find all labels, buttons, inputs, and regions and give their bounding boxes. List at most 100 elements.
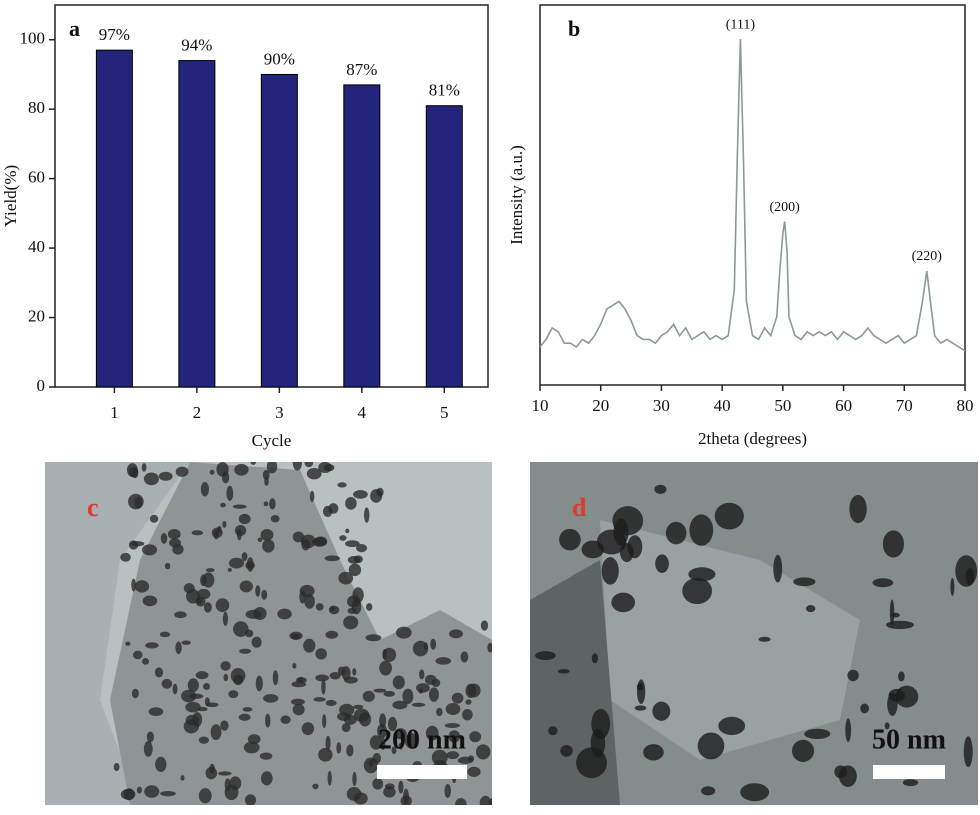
bar xyxy=(260,73,298,388)
particle xyxy=(383,786,396,798)
particle xyxy=(239,648,252,654)
x-tick-label: 10 xyxy=(532,396,549,415)
y-tick-label: 40 xyxy=(28,237,45,256)
particle xyxy=(125,641,131,646)
particle xyxy=(161,678,173,689)
particle xyxy=(412,640,429,657)
particle xyxy=(262,469,270,480)
particle xyxy=(400,795,412,805)
particle xyxy=(144,785,160,798)
particle xyxy=(889,599,895,625)
particle xyxy=(251,636,262,648)
particle xyxy=(451,692,464,704)
y-tick-label: 20 xyxy=(28,306,45,325)
particle xyxy=(963,736,973,768)
particle xyxy=(257,537,263,543)
scale-bar xyxy=(873,765,945,779)
particle xyxy=(322,714,327,729)
particle xyxy=(312,783,319,790)
particle xyxy=(120,552,131,562)
particle xyxy=(245,561,255,570)
particle xyxy=(222,521,227,528)
particle xyxy=(383,690,396,697)
particle xyxy=(377,723,387,739)
value-label: 87% xyxy=(346,60,377,79)
particle xyxy=(187,678,199,692)
particle xyxy=(448,730,461,743)
particle xyxy=(301,539,311,551)
particle xyxy=(204,697,210,707)
particle xyxy=(301,722,315,736)
particle xyxy=(372,778,384,790)
particle xyxy=(337,482,347,488)
particle xyxy=(654,484,667,494)
particle xyxy=(143,472,159,486)
peak-annotation: (111) xyxy=(726,17,756,32)
particle xyxy=(689,514,714,546)
particle xyxy=(902,779,919,787)
particle xyxy=(352,771,357,787)
particle xyxy=(191,530,204,536)
particle xyxy=(145,642,159,649)
particle xyxy=(175,466,189,477)
particle xyxy=(548,726,558,736)
particle xyxy=(226,485,234,501)
particle xyxy=(181,640,191,645)
particle xyxy=(132,468,139,479)
particle xyxy=(488,798,492,805)
x-axis-label: 2theta (degrees) xyxy=(698,429,807,448)
particle xyxy=(266,462,278,474)
x-tick-label: 80 xyxy=(957,396,974,415)
particle xyxy=(259,752,273,760)
particle xyxy=(419,669,425,680)
panel-label: a xyxy=(69,16,80,41)
particle xyxy=(128,540,139,550)
particle xyxy=(380,737,386,750)
particle xyxy=(365,634,382,642)
x-tick-label: 3 xyxy=(275,403,284,422)
micrograph-d xyxy=(530,462,978,805)
particle xyxy=(155,756,167,772)
particle xyxy=(337,666,346,676)
particle xyxy=(590,728,606,758)
particle xyxy=(353,490,368,499)
particle xyxy=(262,539,275,553)
particle xyxy=(131,578,136,592)
particle xyxy=(620,542,634,563)
x-tick-label: 2 xyxy=(193,403,202,422)
particle xyxy=(950,578,955,596)
particle xyxy=(197,707,208,712)
particle xyxy=(277,608,292,620)
particle xyxy=(435,657,452,665)
particle xyxy=(467,766,481,777)
particle xyxy=(325,699,337,707)
panel-label: b xyxy=(568,16,580,41)
particle xyxy=(241,552,248,561)
particle xyxy=(261,589,268,600)
particle xyxy=(665,521,687,545)
particle xyxy=(327,770,332,786)
particle xyxy=(148,707,164,716)
particle xyxy=(203,602,212,613)
particle xyxy=(394,728,407,740)
particle xyxy=(132,650,143,660)
x-tick-label: 1 xyxy=(110,403,119,422)
particle xyxy=(255,675,263,692)
particle xyxy=(345,528,350,534)
scale-bar xyxy=(377,765,467,779)
particle xyxy=(203,683,210,690)
particle xyxy=(180,775,185,781)
particle xyxy=(714,502,744,530)
particle xyxy=(233,621,249,637)
particle xyxy=(344,714,357,725)
particle xyxy=(611,592,636,613)
micrograph-c xyxy=(45,462,492,805)
particle xyxy=(196,588,211,600)
scale-bar-label: 50 nm xyxy=(872,724,946,755)
value-label: 90% xyxy=(264,49,295,68)
particle xyxy=(315,674,330,682)
particle xyxy=(142,657,150,665)
particle xyxy=(398,742,403,750)
xrd-line xyxy=(539,39,966,352)
particle xyxy=(234,463,249,476)
